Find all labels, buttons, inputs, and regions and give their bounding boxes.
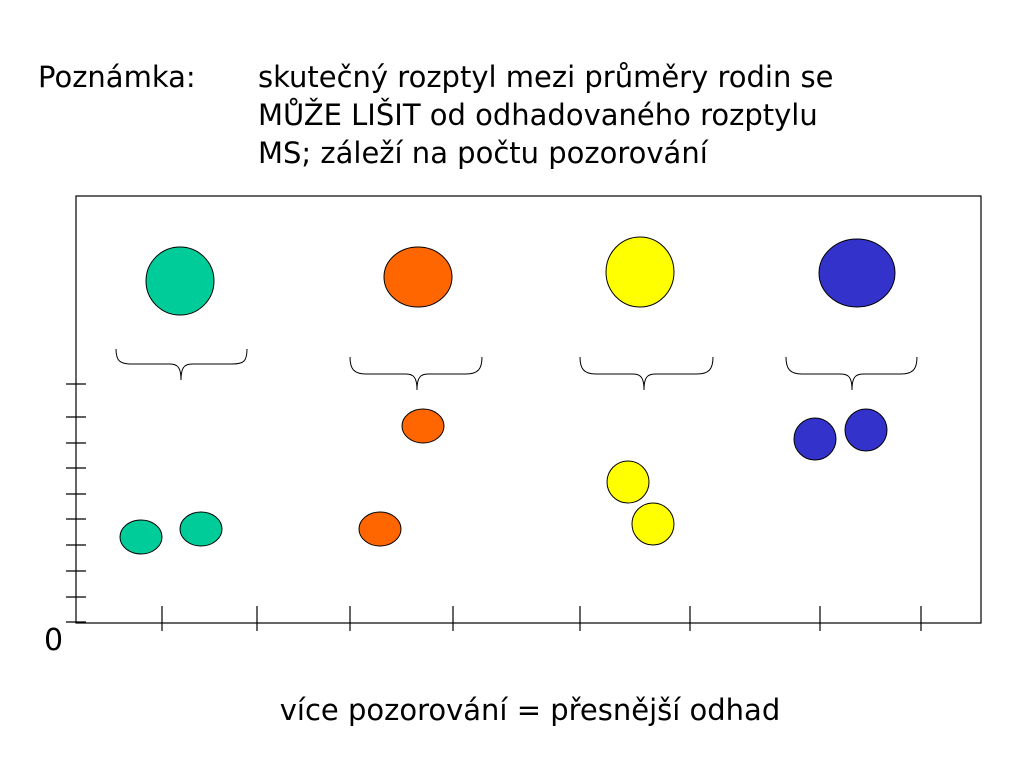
- curly-brace: [349, 356, 483, 391]
- family-mean-circle: [383, 246, 453, 308]
- observation-circle: [401, 408, 445, 444]
- group-green: [115, 246, 248, 555]
- observation-circle: [606, 460, 650, 504]
- family-mean-circle: [818, 238, 896, 308]
- note-line-2: MŮŽE LIŠIT od odhadovaného rozptylu: [258, 98, 818, 132]
- y-axis-ticks: [66, 383, 86, 623]
- group-blue: [785, 238, 918, 461]
- note-line-1: skutečný rozptyl mezi průměry rodin se: [258, 60, 834, 94]
- group-orange: [349, 246, 483, 547]
- axis-zero-label: 0: [44, 623, 64, 658]
- observation-circle: [358, 511, 402, 547]
- diagram-frame: [75, 195, 982, 624]
- note-label: Poznámka:: [38, 60, 196, 94]
- curly-brace: [785, 356, 918, 391]
- observation-circle: [793, 417, 837, 461]
- group-yellow: [579, 236, 714, 546]
- curly-brace: [579, 356, 714, 391]
- observation-circle: [179, 511, 223, 547]
- note-text: skutečný rozptyl mezi průměry rodin se M…: [258, 58, 978, 172]
- observation-circle: [844, 408, 888, 452]
- observation-circle: [631, 502, 675, 546]
- curly-brace: [115, 348, 248, 381]
- family-mean-circle: [605, 236, 675, 308]
- note-line-3: MS; záleží na počtu pozorování: [258, 136, 708, 170]
- caption: více pozorování = přesnější odhad: [279, 693, 781, 727]
- observation-circle: [119, 519, 163, 555]
- x-axis-ticks: [161, 606, 922, 631]
- family-mean-circle: [145, 246, 215, 316]
